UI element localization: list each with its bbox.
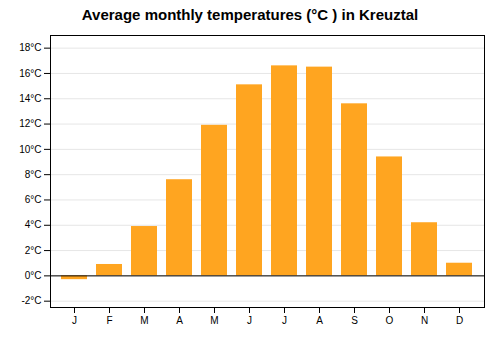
svg-text:J: J (282, 315, 287, 326)
svg-text:6°C: 6°C (25, 194, 42, 205)
svg-text:N: N (421, 315, 428, 326)
svg-text:8°C: 8°C (25, 169, 42, 180)
svg-text:M: M (140, 315, 148, 326)
svg-text:16°C: 16°C (19, 68, 41, 79)
svg-text:S: S (351, 315, 358, 326)
svg-text:-2°C: -2°C (21, 295, 41, 306)
svg-text:4°C: 4°C (25, 219, 42, 230)
svg-text:J: J (247, 315, 252, 326)
svg-text:J: J (72, 315, 77, 326)
svg-text:10°C: 10°C (19, 144, 41, 155)
svg-text:18°C: 18°C (19, 42, 41, 53)
svg-text:A: A (176, 315, 183, 326)
svg-text:14°C: 14°C (19, 93, 41, 104)
svg-text:12°C: 12°C (19, 118, 41, 129)
svg-text:A: A (316, 315, 323, 326)
svg-text:2°C: 2°C (25, 245, 42, 256)
html-text:Average monthly temperatures (: Average monthly temperatures (°C ) in Kr… (81, 6, 419, 23)
svg-text:O: O (386, 315, 394, 326)
svg-text:D: D (456, 315, 463, 326)
svg-text:0°C: 0°C (25, 270, 42, 281)
svg-text:F: F (106, 315, 112, 326)
svg-text:M: M (210, 315, 218, 326)
